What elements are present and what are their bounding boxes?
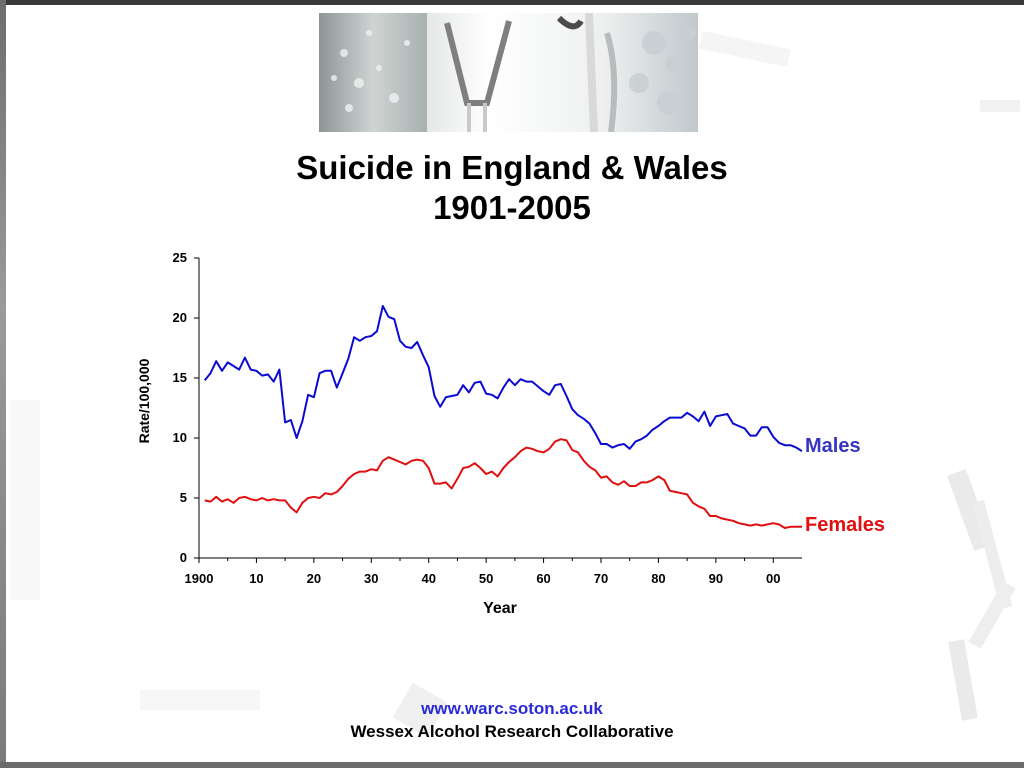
x-tick-label: 10 — [249, 571, 263, 586]
x-tick-label: 90 — [709, 571, 723, 586]
x-tick-label: 60 — [536, 571, 550, 586]
x-tick-label: 1900 — [185, 571, 214, 586]
x-tick-label: 70 — [594, 571, 608, 586]
series-label-females: Females — [805, 514, 885, 536]
x-tick-label: 20 — [307, 571, 321, 586]
series-line-females — [204, 438, 802, 529]
slide-title-line-2: 1901-2005 — [433, 189, 591, 226]
series-label-males: Males — [805, 435, 861, 457]
y-tick-label: 10 — [173, 430, 187, 445]
slide-title: Suicide in England & Wales 1901-2005 — [0, 148, 1024, 228]
y-tick-label: 20 — [173, 310, 187, 325]
x-tick-label: 40 — [421, 571, 435, 586]
x-tick-label: 00 — [766, 571, 780, 586]
slide-footer: www.warc.soton.ac.uk Wessex Alcohol Rese… — [0, 697, 1024, 743]
slide-title-line-1: Suicide in England & Wales — [296, 149, 728, 186]
y-tick-label: 0 — [180, 550, 187, 565]
x-axis-label: Year — [483, 600, 517, 617]
x-tick-label: 30 — [364, 571, 378, 586]
y-axis-label: Rate/100,000 — [136, 358, 152, 443]
x-tick-label: 80 — [651, 571, 665, 586]
website-link[interactable]: www.warc.soton.ac.uk — [421, 699, 603, 718]
header-banner-image — [319, 13, 698, 132]
y-tick-label: 15 — [173, 370, 187, 385]
top-border — [0, 0, 1024, 5]
x-tick-label: 50 — [479, 571, 493, 586]
left-border — [0, 0, 6, 768]
y-tick-label: 5 — [180, 490, 187, 505]
bottom-border — [0, 762, 1024, 768]
y-tick-label: 25 — [173, 250, 187, 265]
organization-name: Wessex Alcohol Research Collaborative — [350, 722, 674, 741]
series-line-males — [203, 305, 803, 453]
